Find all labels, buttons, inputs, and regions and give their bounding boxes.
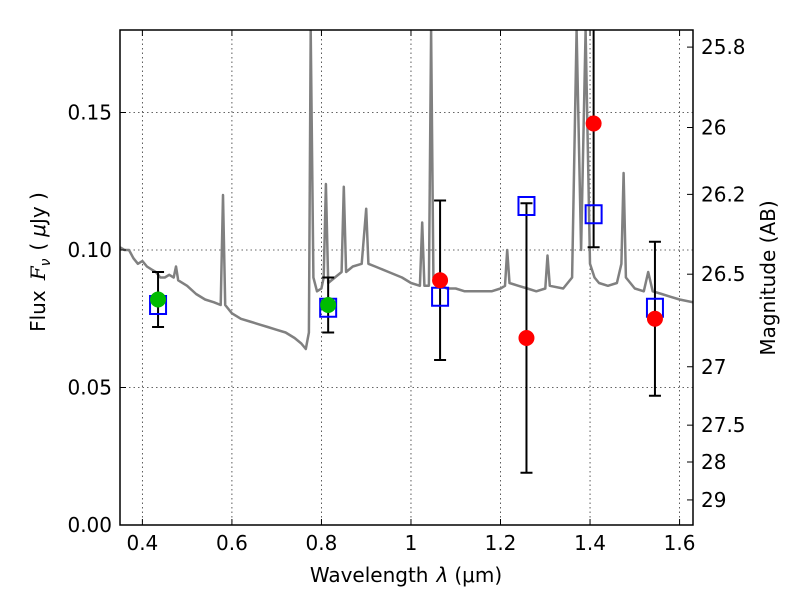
x-tick-label: 0.4 — [126, 531, 158, 555]
y-tick-label: 0.15 — [67, 101, 112, 125]
observed-point-circle — [320, 297, 337, 313]
spectrum-line — [120, 30, 693, 351]
y-tick-label: 0.05 — [67, 376, 112, 400]
y-tick-label: 0.00 — [67, 513, 112, 537]
observed-point-circle — [585, 115, 602, 132]
y2-tick-label: 29 — [701, 488, 726, 512]
x-axis-title: Wavelength λ (μm) — [310, 563, 502, 587]
model-point-square — [584, 204, 603, 225]
y2-axis-ticks: 25.8 26 26.2 26.5 27 27.5 28 29 — [687, 35, 746, 512]
x-tick-label: 0.6 — [216, 531, 248, 555]
x-tick-label: 1.2 — [485, 531, 517, 555]
plot-frame — [119, 29, 694, 526]
x-tick-label: 0.8 — [306, 531, 338, 555]
y-tick-label: 0.10 — [67, 238, 112, 262]
y2-axis-title: Magnitude (AB) — [756, 200, 780, 355]
grid-lines — [120, 30, 693, 525]
observed-point-circle — [518, 330, 535, 346]
y2-tick-label: 26.5 — [701, 262, 746, 286]
x-tick-label: 1.6 — [664, 531, 696, 555]
y2-tick-label: 27 — [701, 355, 726, 379]
plot-area — [120, 30, 693, 351]
y2-tick-label: 28 — [701, 450, 726, 474]
observed-point-circle — [432, 272, 449, 289]
data-markers — [149, 115, 664, 346]
y2-tick-label: 25.8 — [701, 35, 746, 59]
observed-point-circle — [150, 291, 167, 308]
observed-point-circle — [646, 310, 663, 327]
x-axis-ticks: 0.4 0.6 0.8 1 1.2 1.4 1.6 — [126, 30, 695, 555]
y2-tick-label: 26 — [701, 116, 726, 140]
y2-tick-label: 27.5 — [701, 413, 746, 437]
x-tick-label: 1 — [405, 531, 418, 555]
model-point-square — [517, 196, 536, 216]
x-tick-label: 1.4 — [574, 531, 606, 555]
y2-tick-label: 26.2 — [701, 182, 746, 206]
y-axis-title: FluxFν(μJy ) — [26, 192, 54, 332]
y-axis-ticks: 0.00 0.05 0.10 0.15 — [67, 101, 126, 537]
